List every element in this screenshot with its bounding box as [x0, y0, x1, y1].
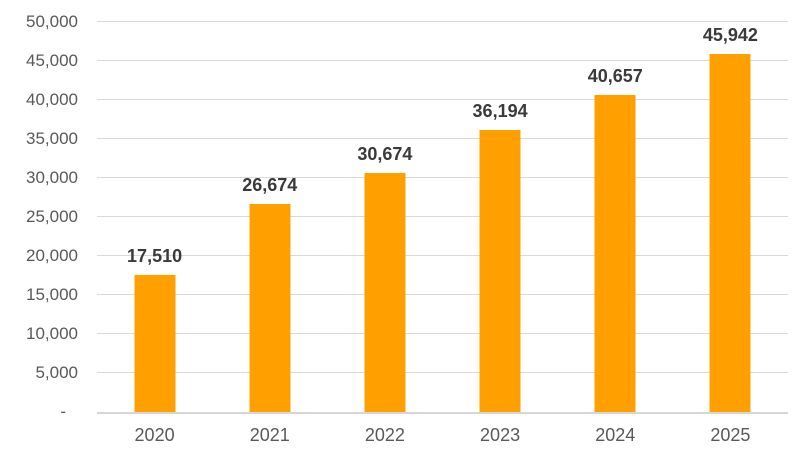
gridline — [97, 99, 788, 100]
y-axis-tick-label: 20,000 — [26, 246, 78, 265]
x-axis-label-2020: 2020 — [134, 425, 175, 445]
y-axis: - 5,000 10,000 15,000 20,000 25,000 30,000 35,0… — [0, 12, 78, 421]
gridline — [97, 294, 788, 295]
x-axis: 2020 2021 2022 2023 2024 2025 — [97, 424, 788, 450]
y-axis-tick-label: 35,000 — [26, 129, 78, 148]
bar-value-label: 26,674 — [242, 174, 298, 195]
y-axis-tick-label: 50,000 — [26, 12, 78, 31]
bar-value-label: 36,194 — [472, 100, 528, 121]
bar-value-label: 17,510 — [127, 246, 183, 267]
bar-column: 30,674 — [327, 22, 442, 412]
x-axis-label-2024: 2024 — [595, 425, 636, 445]
y-axis-tick-label: 40,000 — [26, 90, 78, 109]
bar-value-label: 30,674 — [357, 143, 413, 164]
bar-value-label: 40,657 — [587, 65, 643, 86]
plot-area: 17,510 26,674 30,674 36,194 40,657 45,942 — [97, 21, 788, 414]
y-axis-tick-label: - — [60, 402, 66, 421]
bar-2020 — [134, 275, 176, 412]
gridline — [97, 138, 788, 139]
bar-2025 — [709, 53, 751, 412]
y-axis-tick-label: 30,000 — [26, 168, 78, 187]
x-axis-label-2021: 2021 — [249, 425, 290, 445]
bar-column: 36,194 — [443, 22, 558, 412]
y-axis-tick-label: 15,000 — [26, 285, 78, 304]
bar-2023 — [479, 129, 521, 412]
bar-column: 26,674 — [212, 22, 327, 412]
gridline — [97, 372, 788, 373]
gridline — [97, 333, 788, 334]
gridline — [97, 255, 788, 256]
bar-2022 — [364, 172, 406, 412]
bar-column: 40,657 — [558, 22, 673, 412]
gridline — [97, 60, 788, 61]
y-axis-tick-label: 5,000 — [35, 363, 78, 382]
gridline — [97, 21, 788, 22]
gridline — [97, 216, 788, 217]
x-axis-label-2022: 2022 — [364, 425, 405, 445]
y-axis-tick-label: 10,000 — [26, 324, 78, 343]
bar-2021 — [249, 203, 291, 412]
bar-2024 — [594, 94, 636, 412]
bar-column: 45,942 — [673, 22, 788, 412]
bar-value-label: 45,942 — [702, 24, 758, 45]
x-axis-label-2025: 2025 — [710, 425, 751, 445]
bar-column: 17,510 — [97, 22, 212, 412]
y-axis-tick-label: 25,000 — [26, 207, 78, 226]
y-axis-tick-label: 45,000 — [26, 51, 78, 70]
x-axis-label-2023: 2023 — [480, 425, 521, 445]
gridline — [97, 177, 788, 178]
